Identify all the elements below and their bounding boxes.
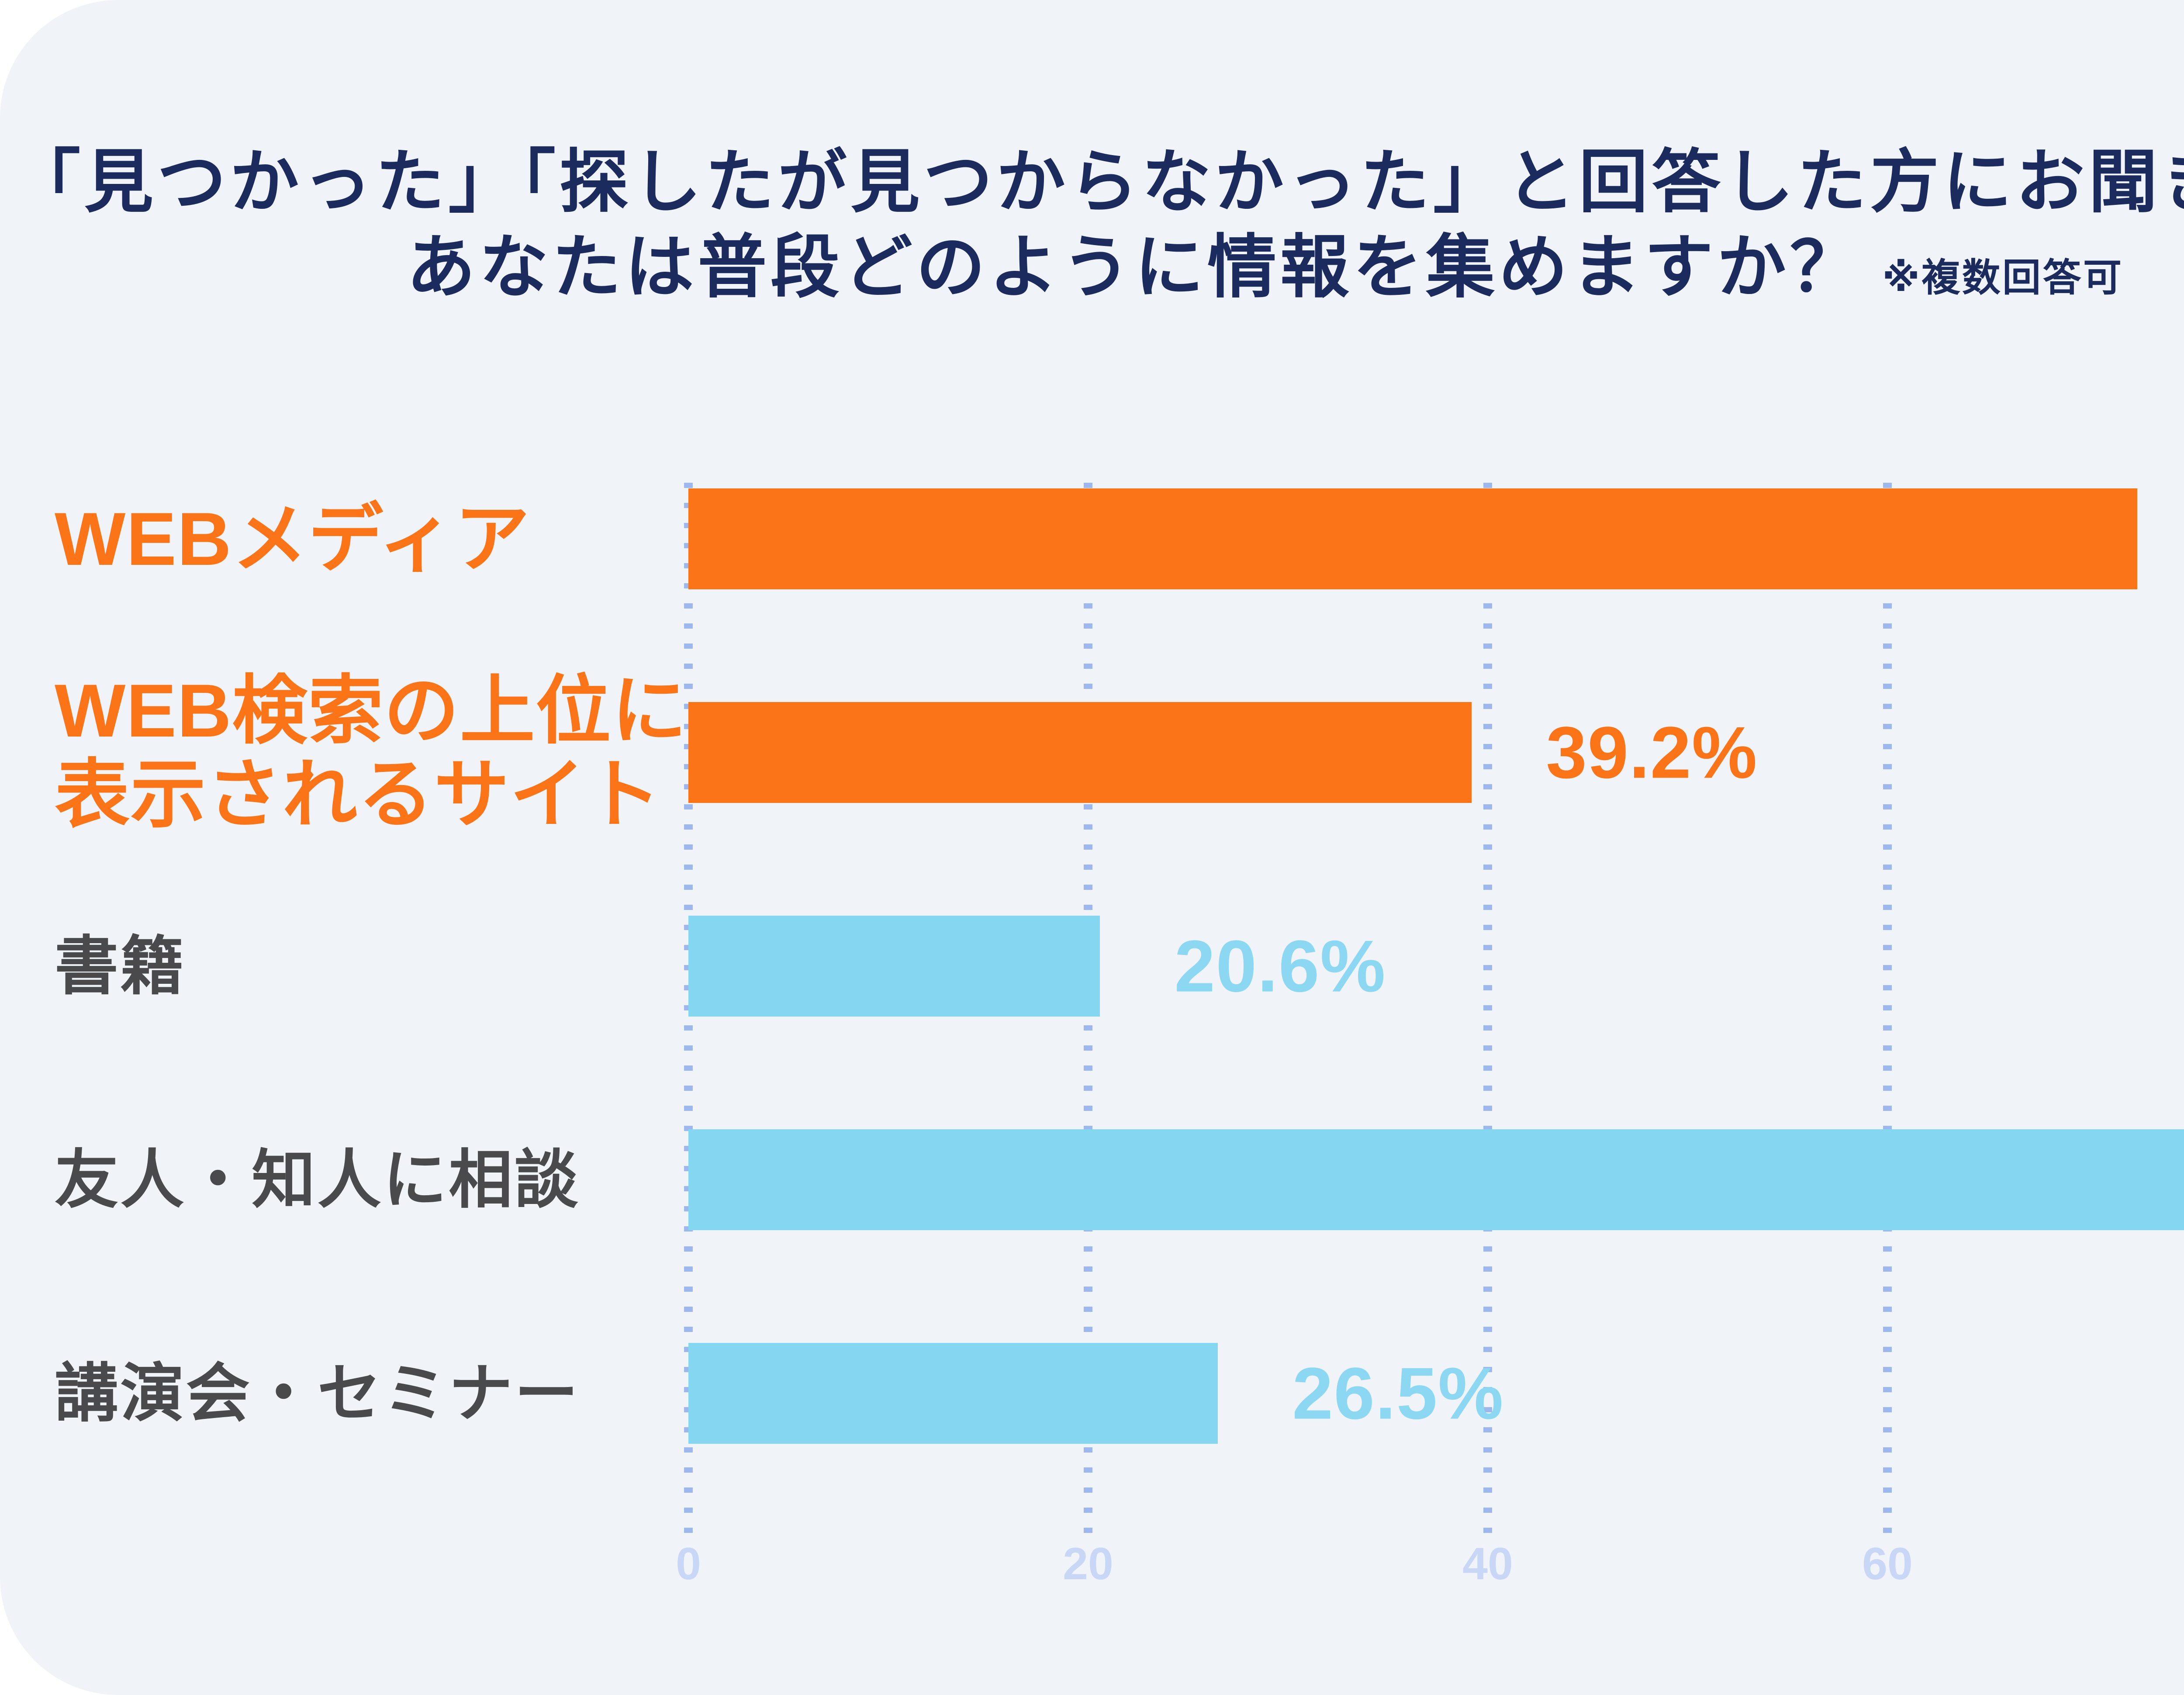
category-label: 友人・知人に相談 [55,1143,580,1217]
value-label: 26.5% [1292,1352,1504,1434]
category-label-line: 講演会・セミナー [55,1357,581,1429]
x-tick-label: 0 [676,1539,701,1589]
category-label: 講演会・セミナー [55,1356,580,1431]
bar [688,702,1472,803]
title-line-2: あなたは普段どのように情報を集めますか？ ※複数回答可 [0,229,2184,316]
chart-title: 「見つかった」「探したが見つからなかった」と回答した方にお聞きします。 あなたは… [0,144,2184,316]
gridline [1483,483,1492,1542]
category-label-line: 書籍 [55,930,186,1002]
category-label-line: 表示されるサイト [55,752,662,837]
category-label-line: 友人・知人に相談 [55,1144,581,1215]
x-tick-label: 60 [1862,1539,1913,1589]
value-label: 20.6% [1174,925,1386,1007]
category-label: 書籍 [55,929,186,1003]
title-note: ※複数回答可 [1882,256,2124,299]
bar [688,488,2137,589]
title-line-2-main: あなたは普段どのように情報を集めますか？ [406,229,1863,306]
bar [688,1343,1218,1444]
gridline [1883,483,1892,1542]
category-label-line: WEB検索の上位に [55,668,688,753]
bar [688,916,1100,1017]
title-line-1: 「見つかった」「探したが見つからなかった」と回答した方にお聞きします。 [11,144,2184,221]
category-label-line: WEBメディア [55,497,531,581]
category-label: WEB検索の上位に 表示されるサイト [55,669,688,837]
value-label: 39.2% [1546,711,1758,793]
x-tick-label: 40 [1462,1539,1513,1589]
x-tick-label: 20 [1063,1539,1113,1589]
bar [688,1129,2184,1230]
category-label: WEBメディア [55,497,530,581]
